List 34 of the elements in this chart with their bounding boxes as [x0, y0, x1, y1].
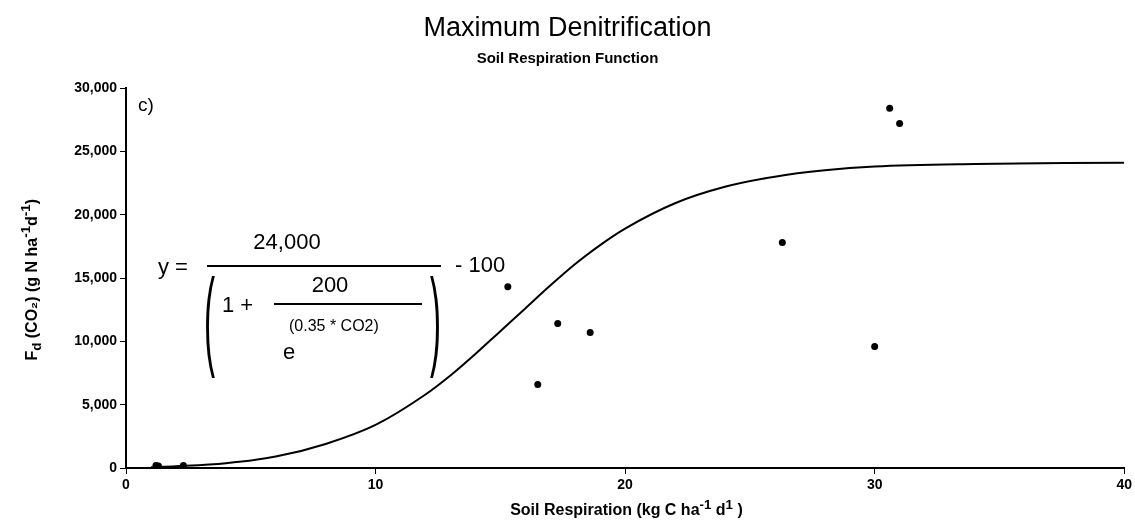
x-tick-label: 0 — [122, 476, 131, 493]
y-tick-label: 5,000 — [81, 395, 118, 412]
point — [534, 380, 542, 388]
point — [179, 461, 187, 468]
y-tick-label: 10,000 — [74, 332, 118, 349]
annotation: y = — [158, 254, 188, 279]
annotation: e — [283, 339, 296, 364]
annotation: - 100 — [455, 252, 506, 277]
annotation: 200 — [311, 272, 349, 297]
chart-subtitle: Soil Respiration Function — [475, 49, 660, 66]
annotation: c) — [138, 94, 154, 115]
y-tick-label: 25,000 — [74, 142, 118, 159]
y-tick-label: 20,000 — [74, 205, 118, 222]
point — [871, 342, 879, 350]
annotation: 24,000 — [252, 229, 322, 254]
y-tick-label: 0 — [109, 458, 118, 475]
point — [554, 320, 562, 328]
point — [886, 104, 894, 112]
x-tick-label: 10 — [367, 476, 384, 493]
chart-title: Maximum Denitrification — [422, 12, 713, 43]
annotation: ) — [430, 255, 441, 378]
annotation: 1 + — [222, 292, 254, 317]
x-axis-title: Soil Respiration (kg C ha$^{-1}$ d$^{1}$ ) — [509, 497, 744, 520]
x-tick-label: 30 — [866, 476, 883, 493]
x-tick-label: 20 — [617, 476, 634, 493]
y-tick-label: 15,000 — [74, 268, 118, 285]
x-tick-label: 40 — [1116, 476, 1133, 493]
point — [778, 239, 786, 247]
annotation: (0.35 * CO2) — [289, 317, 379, 334]
point — [586, 328, 594, 336]
point — [896, 119, 904, 127]
y-tick-label: 30,000 — [74, 78, 118, 95]
annotation: ( — [204, 255, 215, 378]
point — [504, 283, 512, 291]
